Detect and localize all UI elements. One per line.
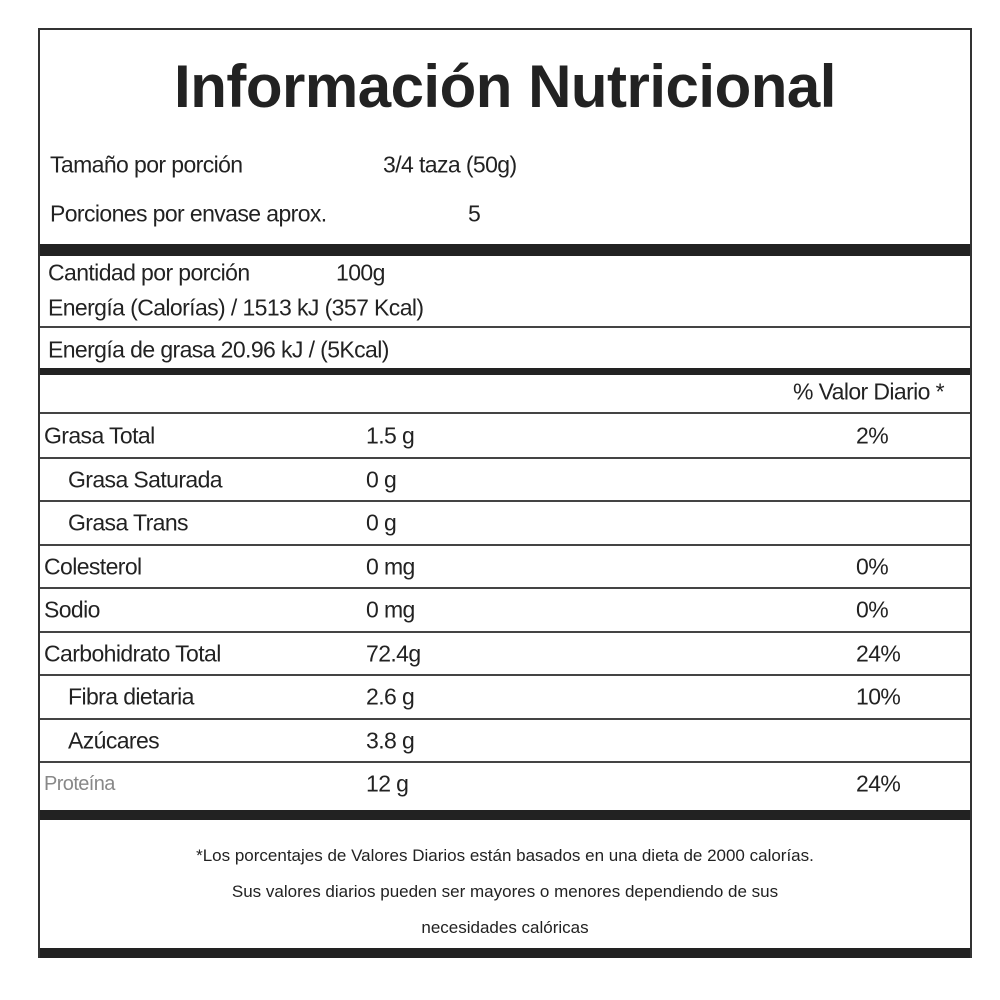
serving-label: Tamaño por porción bbox=[50, 151, 243, 178]
fat-energy: Energía de grasa 20.96 kJ / (5Kcal) bbox=[48, 336, 389, 363]
rule bbox=[40, 326, 970, 328]
nutrient-amount: 0 g bbox=[366, 509, 397, 536]
nutrient-amount: 72.4g bbox=[366, 640, 421, 666]
thick-rule bbox=[40, 368, 970, 375]
nutrient-amount: 0 mg bbox=[366, 596, 415, 623]
rule bbox=[40, 717, 970, 720]
footnote-line: necesidades calóricas bbox=[421, 918, 589, 937]
nutrition-label: Información Nutricional Tamaño por porci… bbox=[38, 28, 972, 958]
nutrient-name: Grasa Trans bbox=[68, 509, 189, 536]
title: Información Nutricional bbox=[174, 53, 836, 120]
amount-value: 100g bbox=[336, 259, 385, 286]
rule bbox=[40, 674, 970, 677]
energy: Energía (Calorías) / 1513 kJ (357 Kcal) bbox=[48, 294, 424, 321]
nutrient-name: Grasa Total bbox=[44, 422, 155, 449]
nutrient-name: Carbohidrato Total bbox=[44, 640, 221, 666]
nutrient-amount: 0 g bbox=[366, 466, 397, 492]
nutrient-dv: 10% bbox=[856, 683, 901, 710]
serving-value: 3/4 taza (50g) bbox=[383, 151, 517, 178]
nutrient-amount: 3.8 g bbox=[366, 727, 415, 753]
thick-rule bbox=[40, 244, 970, 256]
nutrient-name: Proteína bbox=[44, 773, 115, 795]
nutrient-amount: 2.6 g bbox=[366, 683, 415, 710]
rule bbox=[40, 761, 970, 764]
rule bbox=[40, 587, 970, 590]
nutrient-name: Fibra dietaria bbox=[68, 683, 194, 710]
footnote-line: Sus valores diarios pueden ser mayores o… bbox=[231, 882, 779, 901]
nutrient-name: Azúcares bbox=[68, 727, 160, 753]
servings-value: 5 bbox=[468, 200, 481, 227]
nutrient-amount: 12 g bbox=[366, 770, 409, 797]
rule bbox=[40, 412, 970, 414]
rule bbox=[40, 500, 970, 503]
thick-rule bbox=[40, 810, 970, 820]
nutrient-dv: 0% bbox=[856, 596, 889, 623]
amount-label: Cantidad por porción bbox=[48, 259, 250, 286]
thick-rule bbox=[40, 948, 970, 958]
daily-value-header: % Valor Diario * bbox=[792, 378, 945, 405]
rule bbox=[40, 543, 970, 546]
rule bbox=[40, 630, 970, 633]
footnote-line: *Los porcentajes de Valores Diarios está… bbox=[196, 846, 814, 865]
nutrient-name: Sodio bbox=[44, 596, 100, 623]
rule bbox=[40, 456, 970, 459]
nutrient-amount: 0 mg bbox=[366, 553, 415, 579]
nutrient-dv: 24% bbox=[856, 640, 901, 666]
nutrient-dv: 0% bbox=[856, 553, 889, 579]
nutrient-amount: 1.5 g bbox=[366, 422, 415, 449]
nutrient-name: Grasa Saturada bbox=[68, 466, 223, 492]
nutrient-dv: 2% bbox=[856, 422, 889, 449]
nutrient-name: Colesterol bbox=[44, 553, 142, 579]
servings-label: Porciones por envase aprox. bbox=[50, 200, 327, 227]
nutrient-dv: 24% bbox=[856, 770, 901, 797]
